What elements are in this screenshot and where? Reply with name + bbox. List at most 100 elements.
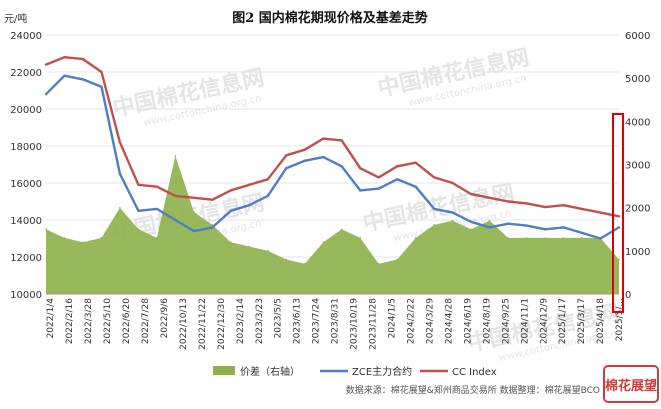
x-tick-label: 2024/3/29 <box>425 298 435 344</box>
data-point-basis <box>618 258 620 261</box>
data-point-cc-index <box>174 194 177 198</box>
x-tick-label: 2022/12/30 <box>217 298 227 350</box>
x-axis-ticks: 2022/1/4 2022/2/16 2022/3/28 2022/5/10 2022/… <box>46 298 625 350</box>
y-tick-label: 14000 <box>10 216 42 227</box>
x-tick-label: 2024/11/1 <box>520 298 530 344</box>
data-point-cc-index <box>63 56 66 59</box>
data-point-cc-index <box>433 176 436 179</box>
x-tick-label: 2023/6/13 <box>293 298 303 344</box>
y-tick-label: 18000 <box>10 142 42 153</box>
x-tick-label: 2023/5/5 <box>274 298 284 338</box>
data-point-zce <box>359 189 362 192</box>
data-point-basis <box>470 228 472 231</box>
x-tick-label: 2023/7/24 <box>312 298 322 344</box>
data-point-zce <box>433 207 436 211</box>
data-point-cc-index <box>248 183 251 186</box>
y-tick-label: 20000 <box>10 105 42 116</box>
data-point-basis <box>156 237 158 239</box>
data-point-cc-index <box>359 167 362 170</box>
x-tick-label: 2025/4/18 <box>596 298 606 344</box>
x-tick-label: 2022/5/10 <box>103 298 113 344</box>
x-tick-label: 2024/9/25 <box>501 298 511 344</box>
y-tick-label: 22000 <box>10 68 42 79</box>
data-point-basis <box>451 219 454 222</box>
data-point-basis <box>100 237 103 239</box>
data-point-basis <box>581 237 583 239</box>
data-point-basis <box>248 245 251 248</box>
data-point-zce <box>322 155 325 159</box>
x-tick-label: 2022/7/28 <box>141 298 151 344</box>
data-point-zce <box>63 74 66 77</box>
x-tick-label: 2023/3/23 <box>255 298 265 344</box>
x-tick-label: 2024/2/22 <box>407 298 417 344</box>
data-point-cc-index <box>488 196 491 199</box>
data-point-cc-index <box>285 154 288 157</box>
x-tick-label: 2022/11/22 <box>198 298 208 350</box>
x-tick-label: 2022/10/13 <box>179 298 189 350</box>
x-tick-label: 2025/1/17 <box>558 298 568 344</box>
y-tick-label: 16000 <box>10 179 42 190</box>
data-point-zce <box>599 237 602 240</box>
data-point-zce <box>211 226 214 229</box>
data-point-cc-index <box>451 181 454 185</box>
data-point-cc-index <box>266 178 269 181</box>
y2-tick-label: 6000 <box>625 31 650 42</box>
data-point-zce <box>303 159 306 162</box>
data-point-basis <box>82 241 84 243</box>
data-point-zce <box>266 194 269 198</box>
x-tick-label: 2024/12/9 <box>539 298 549 344</box>
data-point-zce <box>414 185 417 188</box>
data-point-basis <box>267 250 269 252</box>
data-point-zce <box>81 78 85 81</box>
data-point-cc-index <box>396 165 399 168</box>
data-point-cc-index <box>211 198 214 201</box>
data-point-zce <box>469 220 473 223</box>
y2-tick-label: 5000 <box>625 74 650 85</box>
data-point-zce <box>137 209 140 212</box>
series-line-zce <box>45 74 620 240</box>
left-y-axis-ticks: 10000 12000 14000 16000 18000 20000 22000 24000 <box>10 31 42 301</box>
highlight-box <box>612 113 624 313</box>
x-tick-label: 2024/1/5 <box>388 298 398 338</box>
x-tick-label: 2024/6/19 <box>463 298 473 344</box>
data-point-basis <box>322 241 325 243</box>
data-point-cc-index <box>44 63 48 66</box>
data-point-cc-index <box>543 205 547 209</box>
data-point-basis <box>230 241 232 243</box>
data-point-cc-index <box>322 137 325 140</box>
data-point-zce <box>192 229 196 233</box>
data-point-zce <box>118 172 122 175</box>
legend-label-zce: ZCE主力合约 <box>352 365 412 378</box>
data-point-cc-index <box>229 189 232 192</box>
y-axis-unit-label: 元/吨 <box>4 12 27 25</box>
y2-tick-label: 2000 <box>625 204 650 215</box>
data-point-zce <box>174 218 177 222</box>
data-point-cc-index <box>506 200 510 203</box>
data-point-basis <box>507 237 509 239</box>
data-point-zce <box>377 187 380 190</box>
data-point-zce <box>155 207 159 211</box>
data-point-zce <box>396 178 399 181</box>
data-point-zce <box>617 226 621 229</box>
data-point-zce <box>488 226 491 229</box>
x-tick-label: 2022/1/4 <box>46 298 56 339</box>
data-point-zce <box>580 231 584 235</box>
corner-stamp: 棉花展望 <box>603 365 659 403</box>
data-point-basis <box>119 206 121 209</box>
data-point-cc-index <box>562 204 565 207</box>
line-layer <box>44 56 621 240</box>
data-point-cc-index <box>525 202 528 205</box>
y-tick-label: 10000 <box>10 290 42 301</box>
x-tick-label: 2022/2/16 <box>65 298 75 344</box>
legend-label-cc: CC Index <box>452 367 497 378</box>
data-point-basis <box>562 237 565 239</box>
chart-title: 图2 国内棉花期现价格及基差走势 <box>232 10 428 26</box>
data-point-zce <box>44 93 48 96</box>
x-tick-label: 2025/3/17 <box>577 298 587 344</box>
x-tick-label: 2022/9/6 <box>160 298 170 339</box>
data-point-basis <box>414 237 417 239</box>
basis-area-layer <box>45 155 620 294</box>
x-tick-label: 2022/3/28 <box>84 298 94 344</box>
series-area-basis <box>46 155 619 294</box>
